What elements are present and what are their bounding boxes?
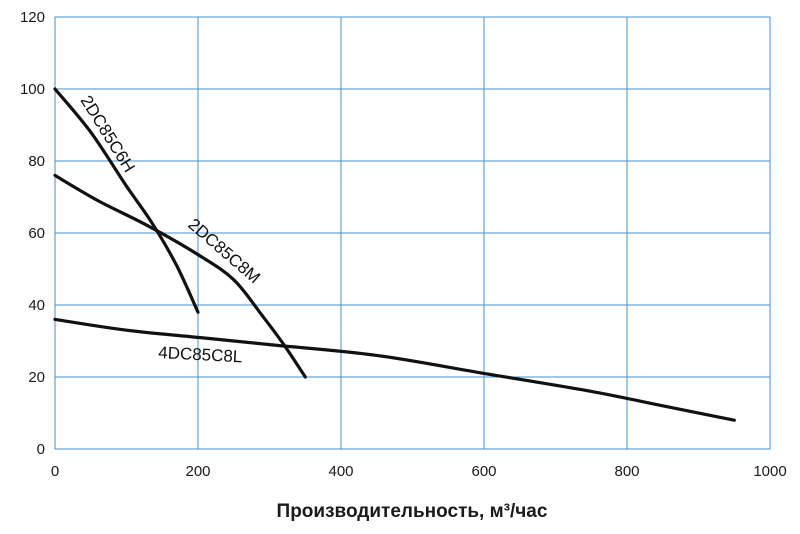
y-axis-ticks: 0 20 40 60 80 100 120 (20, 9, 45, 458)
series-line-4dc85c8l (53, 317, 736, 422)
y-tick-label-3: 60 (28, 225, 45, 242)
x-tick-label-0: 0 (51, 463, 59, 480)
y-tick-label-2: 40 (28, 297, 45, 314)
y-tick-label-6: 120 (20, 9, 45, 26)
y-tick-label-0: 0 (37, 441, 45, 458)
x-tick-label-5: 1000 (753, 463, 786, 480)
plot-frame (54, 16, 771, 450)
x-tick-label-4: 800 (614, 463, 639, 480)
series-label-4dc85c8l: 4DC85C8L (158, 343, 243, 366)
x-axis-label: Производительность, м³/час (277, 501, 548, 522)
x-axis-ticks: 0 200 400 600 800 1000 (51, 463, 787, 480)
y-tick-label-4: 80 (28, 153, 45, 170)
series-lines (53, 87, 736, 422)
x-tick-label-1: 200 (185, 463, 210, 480)
series-line-2dc85c6h (53, 87, 200, 314)
x-tick-label-3: 600 (471, 463, 496, 480)
y-tick-label-1: 20 (28, 369, 45, 386)
y-tick-label-5: 100 (20, 81, 45, 98)
x-tick-label-2: 400 (328, 463, 353, 480)
series-labels: 2DC85C6H 2DC85C8M 4DC85C8L (77, 92, 264, 366)
series-label-2dc85c6h: 2DC85C6H (77, 92, 139, 176)
series-label-2dc85c8m: 2DC85C8M (184, 215, 263, 288)
series-line-2dc85c8m (53, 173, 307, 379)
